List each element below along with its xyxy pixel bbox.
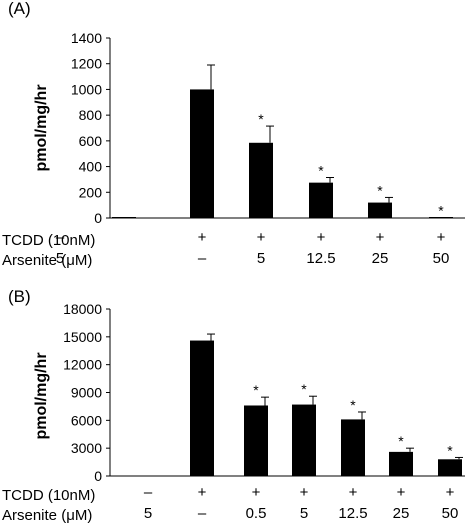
panel-b-arsenite-label: 5 [300,505,308,522]
panel-a-bar [249,142,273,218]
panel-b-y-axis-label: pmol/mg/hr [33,352,50,439]
panel-b-y-tick-label: 12000 [63,357,102,373]
panel-b-bar [341,419,365,476]
panel-a-row-label-tcdd: TCDD (10nM) [2,232,95,249]
panel-b-y-tick-label: 9000 [71,385,102,401]
panel-a-bar [368,202,392,218]
panel-a: (A) pmol/mg/hr TCDD (10nM) Arsenite (μM)… [2,0,465,269]
panel-a-tcdd-label: + [317,229,326,246]
panel-b-arsenite-label: 25 [393,505,410,522]
panel-b-bar [292,404,316,476]
panel-b-tcdd-label: – [144,484,153,501]
panel-a-significance-mark: * [258,111,264,127]
panel-a-label: (A) [8,0,31,18]
panel-a-bar [309,182,333,218]
panel-a-arsenite-label: 5 [257,250,265,267]
panel-a-y-tick-label: 1000 [71,81,102,97]
panel-b-bar [438,459,462,476]
panel-b: (B) pmol/mg/hr TCDD (10nM) Arsenite (μM)… [2,287,465,524]
panel-b-bar [190,340,214,476]
panel-b-row-label-tcdd: TCDD (10nM) [2,487,95,504]
panel-b-arsenite-label: 0.5 [246,505,267,522]
panel-a-bar [190,89,214,218]
panel-b-y-tick-label: 3000 [71,440,102,456]
panel-a-bar [112,217,136,218]
panel-a-y-tick-label: 400 [79,159,103,175]
panel-b-significance-mark: * [350,397,356,413]
panel-b-tcdd-label: + [252,484,261,501]
panel-a-arsenite-label: 12.5 [306,250,335,267]
panel-b-significance-mark: * [398,433,404,449]
panel-a-arsenite-label: 50 [433,250,450,267]
panel-a-row-label-arsenite: Arsenite (μM) [2,252,92,269]
panel-b-label: (B) [8,287,31,306]
panel-a-arsenite-label: – [198,250,207,267]
panel-a-y-tick-label: 600 [79,133,103,149]
panel-a-arsenite-label: 25 [372,250,389,267]
panel-b-y-tick-label: 0 [94,468,102,484]
panel-b-bar [244,405,268,476]
panel-a-bar [429,217,453,218]
panel-b-tcdd-label: + [397,484,406,501]
panel-a-tcdd-label: + [437,229,446,246]
panel-a-tcdd-label: + [198,229,207,246]
panel-b-significance-mark: * [447,442,453,458]
panel-b-y-tick-label: 6000 [71,412,102,428]
panel-b-arsenite-label: 50 [442,505,459,522]
panel-a-tcdd-label: + [376,229,385,246]
panel-b-tcdd-label: + [349,484,358,501]
panel-a-y-tick-label: 200 [79,184,103,200]
panel-b-arsenite-label: 12.5 [338,505,367,522]
panel-a-tcdd-label: + [257,229,266,246]
panel-b-bar [389,451,413,476]
panel-b-tcdd-label: + [198,484,207,501]
panel-b-arsenite-label: – [198,505,207,522]
panel-b-arsenite-label: 5 [144,505,152,522]
panel-b-y-tick-label: 15000 [63,329,102,345]
panel-a-significance-mark: * [318,163,324,179]
panel-a-y-tick-label: 800 [79,107,103,123]
panel-b-y-tick-label: 18000 [63,301,102,317]
panel-a-y-tick-label: 1400 [71,30,102,46]
panel-b-row-label-arsenite: Arsenite (μM) [2,507,92,524]
panel-b-tcdd-label: + [300,484,309,501]
panel-a-significance-mark: * [438,203,444,219]
panel-a-arsenite-label: 5 [56,250,64,267]
panel-a-significance-mark: * [377,182,383,198]
panel-a-y-axis-label: pmol/mg/hr [33,84,50,171]
panel-b-significance-mark: * [301,381,307,397]
panel-b-significance-mark: * [253,382,259,398]
panel-b-tcdd-label: + [446,484,455,501]
panel-a-y-tick-label: 0 [94,210,102,226]
panel-a-y-tick-label: 1200 [71,56,102,72]
panel-a-tcdd-label: – [56,229,65,246]
